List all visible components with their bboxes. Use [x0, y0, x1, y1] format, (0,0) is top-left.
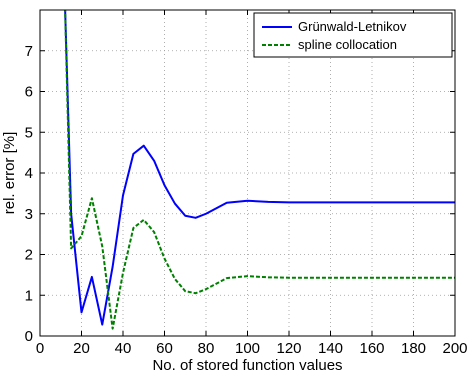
x-tick-label: 0 [36, 340, 44, 357]
x-tick-label: 200 [442, 340, 467, 357]
x-tick-label: 120 [276, 340, 301, 357]
x-tick-label: 180 [401, 340, 426, 357]
x-tick-label: 100 [235, 340, 260, 357]
series-layer [64, 10, 455, 330]
x-axis-label: No. of stored function values [152, 357, 342, 371]
x-tick-label: 40 [115, 340, 132, 357]
legend-label-0: Grünwald-Letnikov [298, 19, 407, 34]
y-tick-label: 4 [25, 165, 33, 182]
legend: Grünwald-Letnikov spline collocation [253, 12, 453, 58]
y-tick-label: 7 [25, 43, 33, 60]
y-tick-label: 6 [25, 84, 33, 101]
legend-label-1: spline collocation [298, 37, 397, 52]
y-tick-label: 0 [25, 328, 33, 345]
y-axis-label: rel. error [%] [1, 132, 18, 215]
x-tick-label: 140 [318, 340, 343, 357]
series-line-0 [64, 10, 455, 326]
x-tick-label: 20 [73, 340, 90, 357]
y-tick-label: 3 [25, 206, 33, 223]
x-tick-label: 60 [156, 340, 173, 357]
x-tick-label: 160 [359, 340, 384, 357]
tick-labels: 0 20 40 60 80 100 120 140 160 180 200 0 1 2 3 4 5 6 7 [25, 43, 468, 357]
y-tick-label: 1 [25, 287, 33, 304]
y-tick-label: 2 [25, 247, 33, 264]
legend-box [253, 12, 453, 58]
y-tick-label: 5 [25, 124, 33, 141]
x-tick-label: 80 [198, 340, 215, 357]
